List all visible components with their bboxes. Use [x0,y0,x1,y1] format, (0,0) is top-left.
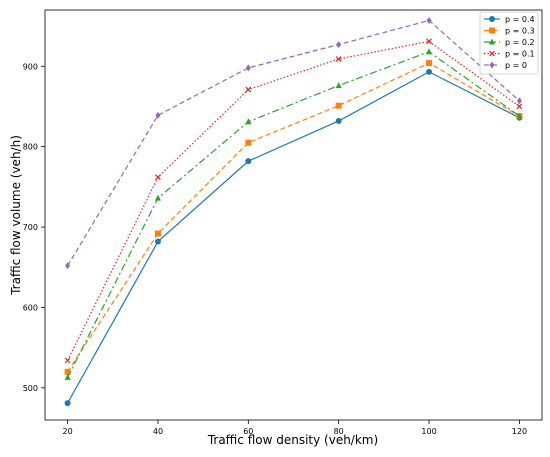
y-tick-label: 900 [23,62,38,71]
series-line [67,40,520,361]
legend-item: p = 0.3 [484,27,535,36]
x-axis: 20 40 60 80 100 120 [62,420,527,436]
legend-label: p = 0.2 [505,38,535,47]
y-axis-title: Traffic flow volume (veh/h) [9,135,23,296]
legend-marker [489,50,495,57]
legend-marker [489,16,495,22]
legend-marker [489,38,495,45]
data-point [426,68,433,75]
legend-marker [489,61,495,69]
plot-frame [44,9,543,421]
legend-item: p = 0.4 [484,15,535,24]
legend-label: p = 0 [505,61,527,70]
data-point [335,56,342,62]
data-point [65,262,71,270]
y-axis: 500 600 700 800 900 [23,62,45,393]
series-line [67,62,520,373]
data-point [155,111,161,119]
data-point [426,38,432,45]
x-tick-label: 100 [421,427,436,436]
y-tick-label: 500 [23,384,38,393]
y-tick-label: 600 [23,303,38,312]
data-point [245,118,252,125]
series-layer [64,16,523,407]
series-2 [64,48,523,380]
legend-item: p = 0 [484,61,527,70]
data-point [154,238,161,245]
data-point [426,60,433,67]
data-point [154,230,161,237]
x-tick-label: 40 [153,427,163,436]
data-point [155,174,161,181]
data-point [516,103,523,110]
data-point [335,117,342,124]
legend-marker [489,27,495,34]
data-point [154,194,161,201]
x-tick-label: 60 [243,427,253,436]
data-point [245,158,252,165]
series-line [67,71,520,404]
data-point [245,64,251,72]
series-1 [64,60,523,375]
data-point [336,41,342,49]
legend-label: p = 0.3 [505,27,535,36]
data-point [64,373,71,380]
legend-item: p = 0.1 [484,50,535,59]
data-point [64,368,71,375]
legend-label: p = 0.1 [505,50,535,59]
series-4 [65,16,522,270]
series-3 [64,38,523,364]
series-line [67,51,520,378]
series-line [67,19,520,266]
data-point [245,139,252,146]
y-tick-label: 700 [23,223,38,232]
x-tick-label: 20 [62,427,72,436]
data-point [516,112,523,119]
legend-label: p = 0.4 [505,15,535,24]
x-tick-label: 120 [512,427,527,436]
x-tick-label: 80 [334,427,344,436]
data-point [245,86,252,93]
data-point [335,102,342,109]
legend-item: p = 0.2 [484,38,535,47]
data-point [426,16,432,24]
legend: p = 0.4 p = 0.3 p = 0.2 p = 0.1 p = 0 [479,11,539,75]
data-point [516,97,522,105]
data-point [335,82,342,89]
y-tick-label: 800 [23,143,38,152]
data-point [64,357,71,364]
x-axis-title: Traffic flow density (veh/km) [207,433,378,447]
series-0 [64,68,523,407]
data-point [426,48,433,55]
data-point [64,400,71,407]
